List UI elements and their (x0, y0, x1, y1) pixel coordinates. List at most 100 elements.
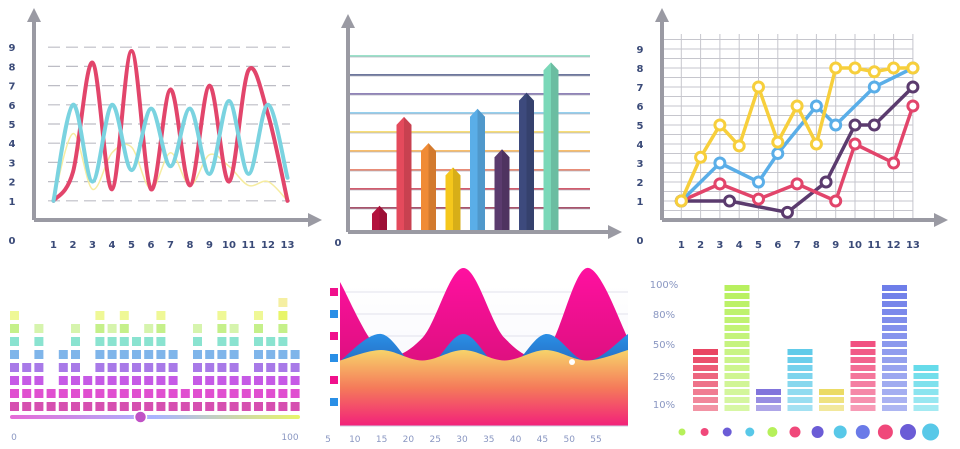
eq-cell (241, 389, 251, 398)
y-tick-label: 1 (9, 197, 16, 208)
bar-segment (693, 389, 718, 395)
point-yellow (906, 61, 920, 75)
bar-segment (693, 365, 718, 371)
p3-axes (655, 8, 948, 227)
bar-segment (850, 405, 876, 411)
bar-segment (850, 381, 876, 387)
eq-cell (22, 402, 32, 411)
eq-cell (193, 324, 202, 333)
x-tick-label: 6 (148, 240, 155, 251)
eq-cell (46, 389, 56, 398)
eq-cell (144, 402, 154, 411)
x-tick-label: 1 (50, 240, 57, 251)
x-tick-label: 13 (906, 240, 920, 251)
eq-cell (95, 402, 105, 411)
p5-ticks: 5 10 15 20 25 30 35 40 45 50 55 (325, 435, 602, 445)
p5-areas (330, 267, 628, 427)
bar-segment (693, 405, 718, 411)
arrow-bar-shade (477, 108, 485, 230)
bar-segment (787, 397, 813, 403)
eq-cell (34, 402, 44, 411)
eq-cell (229, 324, 239, 333)
eq-cell (278, 337, 288, 346)
bar-segment (724, 365, 750, 371)
eq-cell (217, 363, 227, 372)
eq-cell (193, 376, 202, 385)
arrow-bar (494, 149, 510, 230)
x-tick-label: 3 (716, 240, 723, 251)
eq-cell (95, 376, 105, 385)
eq-cell (254, 389, 263, 398)
eq-cell (95, 324, 105, 333)
x-tick-label: 10 (349, 435, 361, 445)
bar-segment (724, 381, 750, 387)
highlight-dot (569, 359, 575, 365)
y-tick-label: 2 (9, 178, 16, 189)
bar-segment (756, 405, 781, 411)
eq-cell (229, 376, 239, 385)
y-tick-label: 2 (637, 178, 644, 189)
point-purple (848, 118, 862, 132)
eq-cell (241, 376, 251, 385)
bar-segment (787, 357, 813, 363)
x-tick-label: 40 (510, 435, 522, 445)
y-tick-label: 7 (9, 82, 16, 93)
arrow-bar-shade (404, 116, 412, 230)
eq-cell (83, 376, 93, 385)
origin-label: 0 (637, 236, 644, 247)
legend-chip (330, 332, 338, 340)
legend-chip (330, 288, 338, 296)
eq-cell (278, 363, 288, 372)
eq-cell (58, 389, 68, 398)
point-yellow (732, 139, 746, 153)
point-blue (771, 147, 785, 160)
bar-segment (724, 373, 750, 379)
bar-segment (787, 373, 813, 379)
point-blue (713, 156, 727, 170)
p4-slider: 0 100 (10, 410, 300, 443)
eq-cell (107, 402, 117, 411)
bar-segment (850, 357, 876, 363)
eq-cell (144, 363, 154, 372)
bar-segment (882, 357, 907, 363)
eq-cell (217, 389, 227, 398)
eq-cell (119, 324, 129, 333)
bar-segment (693, 381, 718, 387)
bar-segment (913, 373, 939, 379)
bar-segment (787, 405, 813, 411)
eq-cell (254, 324, 263, 333)
x-tick-label: 1 (678, 240, 685, 251)
legend-chip (330, 398, 338, 406)
series-red (680, 105, 915, 203)
size-dot (678, 428, 686, 436)
arrow-bar-shade (502, 149, 510, 230)
y-tick-label: 50% (653, 340, 675, 351)
eq-cell (205, 389, 215, 398)
eq-cell (58, 376, 68, 385)
size-dot (789, 426, 801, 438)
bar-segment (850, 365, 876, 371)
eq-cell (144, 337, 154, 346)
x-tick-label: 35 (483, 435, 494, 445)
eq-cell (205, 402, 215, 411)
bar-segment (882, 341, 907, 347)
bar-segment (913, 381, 939, 387)
eq-cell (71, 376, 80, 385)
size-dot (833, 425, 847, 439)
y-axis-arrow (341, 14, 355, 28)
y-tick-label: 10% (653, 400, 675, 411)
bar-segment (787, 365, 813, 371)
bar-segment (850, 373, 876, 379)
legend-chip (330, 376, 338, 384)
bar-segment (724, 349, 750, 355)
bar-segment (724, 333, 750, 339)
eq-cell (144, 324, 154, 333)
bar-segment (693, 357, 718, 363)
arrow-bar-shade (526, 92, 534, 230)
eq-cell (193, 363, 202, 372)
bar-segment (693, 349, 718, 355)
bar-segment (882, 293, 907, 299)
bar-segment (882, 365, 907, 371)
